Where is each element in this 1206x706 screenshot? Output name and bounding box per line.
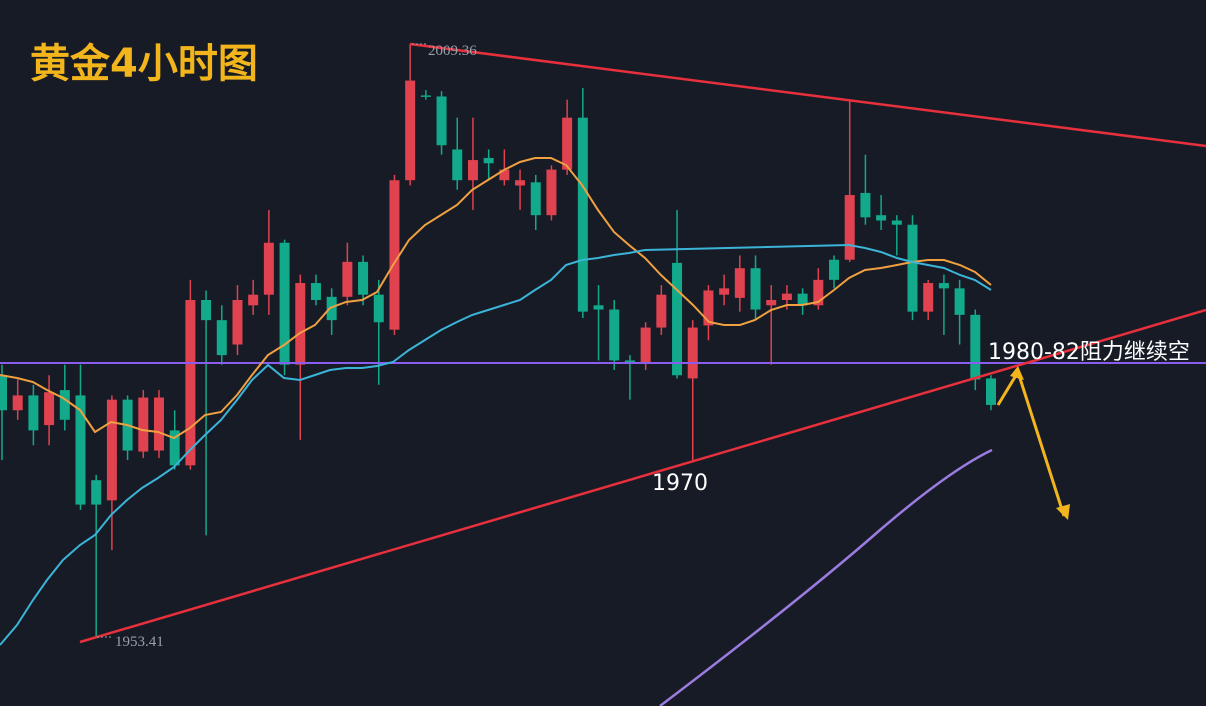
candle-body bbox=[389, 180, 400, 330]
arrow-head bbox=[1056, 504, 1070, 520]
candle-body bbox=[452, 149, 463, 181]
candle-body bbox=[703, 290, 714, 326]
candle-body bbox=[232, 299, 243, 345]
candle-body bbox=[420, 95, 431, 97]
candle-body bbox=[624, 360, 635, 363]
candle-body bbox=[106, 399, 117, 501]
candle-body bbox=[216, 320, 227, 356]
candle-body bbox=[923, 283, 934, 312]
candle-body bbox=[28, 395, 39, 431]
upper-trendline bbox=[409, 42, 1206, 148]
fast-ma bbox=[0, 157, 992, 440]
candle-body bbox=[201, 299, 212, 321]
candle-body bbox=[891, 220, 902, 225]
candle-body bbox=[970, 314, 981, 380]
candle-body bbox=[436, 96, 447, 146]
candle-body bbox=[467, 160, 478, 181]
candle-body bbox=[138, 397, 149, 452]
candle-body bbox=[546, 169, 557, 216]
candle-body bbox=[373, 294, 384, 323]
candle-body bbox=[326, 296, 337, 321]
candle-body bbox=[75, 395, 86, 505]
arrow-head bbox=[1010, 366, 1024, 380]
candle-body bbox=[44, 392, 55, 426]
candle-body bbox=[169, 430, 180, 466]
candle-body bbox=[12, 395, 23, 411]
candle-body bbox=[295, 283, 306, 365]
candle-body bbox=[766, 299, 777, 306]
candle-body bbox=[310, 283, 321, 300]
candle-body bbox=[0, 375, 7, 411]
lower-trendline bbox=[79, 308, 1206, 644]
candle-body bbox=[59, 390, 70, 420]
candle-body bbox=[907, 224, 918, 312]
level-label: 1970 bbox=[652, 471, 708, 496]
candle-body bbox=[263, 242, 274, 295]
candle-body bbox=[672, 262, 683, 376]
candle-body bbox=[279, 242, 290, 365]
candle-body bbox=[248, 294, 259, 306]
candle-body bbox=[876, 215, 887, 221]
candle-body bbox=[577, 117, 588, 312]
candle-body bbox=[609, 309, 620, 361]
candle-body bbox=[687, 327, 698, 379]
resistance-label: 1980-82阻力继续空 bbox=[988, 340, 1190, 365]
candle-body bbox=[483, 157, 494, 164]
candle-body bbox=[562, 117, 573, 170]
candle-body bbox=[185, 299, 196, 466]
candle-body bbox=[938, 283, 949, 289]
candle-body bbox=[986, 378, 996, 405]
chart-title: 黄金4小时图 bbox=[30, 41, 258, 87]
candle-body bbox=[342, 261, 353, 297]
candle-body bbox=[829, 259, 840, 280]
candle-body bbox=[813, 279, 824, 306]
candle-body bbox=[734, 268, 745, 298]
high-label: 2009.36 bbox=[428, 43, 477, 59]
candle-body bbox=[954, 288, 965, 315]
candle-body bbox=[656, 294, 667, 328]
long-ma bbox=[659, 448, 993, 706]
candle-body bbox=[91, 480, 102, 505]
candle-body bbox=[499, 169, 510, 181]
candle-body bbox=[750, 268, 761, 310]
candle-body bbox=[781, 293, 792, 300]
candle-body bbox=[358, 261, 369, 295]
candle-body bbox=[719, 288, 730, 295]
candle-body bbox=[844, 195, 855, 260]
slow-ma bbox=[0, 243, 992, 646]
candle-body bbox=[405, 80, 416, 181]
candle-body bbox=[530, 182, 541, 216]
candle-body bbox=[593, 305, 604, 310]
candle-body bbox=[797, 293, 808, 306]
low-label: 1953.41 bbox=[115, 634, 164, 650]
candle-body bbox=[640, 327, 651, 363]
candle-body bbox=[515, 180, 526, 186]
candle-body bbox=[860, 192, 871, 218]
candle-body bbox=[153, 397, 164, 451]
